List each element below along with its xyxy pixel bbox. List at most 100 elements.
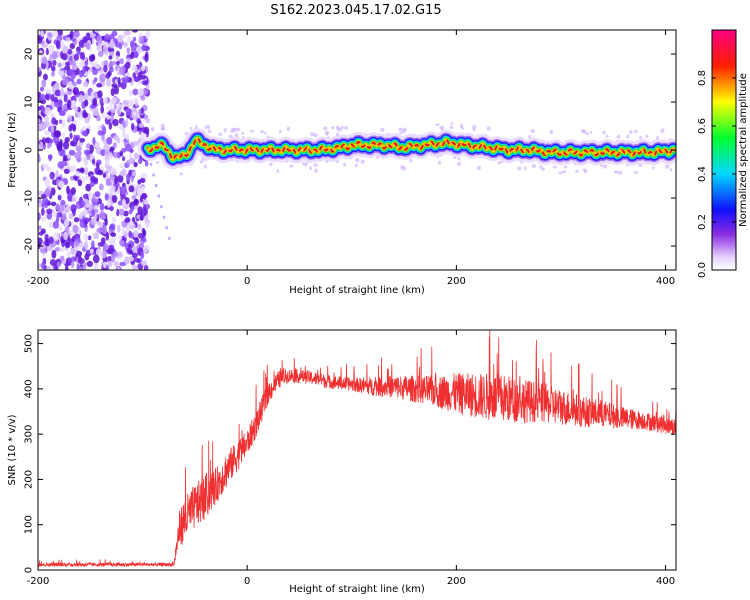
noise-speckle [46,265,52,270]
noise-speckle [121,32,127,39]
noise-speckle [131,264,138,270]
ridge-speckle [342,162,347,167]
noise-speckle [50,201,57,207]
noise-speckle [40,216,47,222]
noise-speckle [44,107,52,116]
noise-speckle [67,114,73,122]
noise-speckle [42,73,48,81]
ridge-speckle [664,164,670,169]
noise-speckle [68,212,74,220]
noise-speckle [71,241,75,248]
noise-speckle [91,209,95,218]
ridge-speckle [656,136,660,140]
noise-speckle [50,71,56,77]
noise-speckle [54,247,61,252]
noise-speckle [92,254,100,264]
noise-speckle [125,61,131,69]
noise-speckle [82,81,89,88]
noise-speckle [140,251,145,259]
noise-speckle [88,55,95,62]
ridge-speckle [583,168,586,173]
noise-speckle [55,216,60,223]
colorbar-gradient [711,29,737,271]
noise-speckle [61,61,65,70]
noise-speckle [40,30,45,37]
noise-speckle [128,89,133,97]
colorbar-tick-label: 0.2 [697,214,708,230]
noise-speckle [115,55,120,61]
ridge-speckle [639,135,643,140]
noise-speckle [109,223,116,230]
noise-speckle [70,247,77,256]
noise-speckle [138,122,145,128]
noise-speckle [140,260,147,266]
ridge-speckle [203,164,207,169]
noise-speckle [100,105,104,114]
noise-speckle [115,60,120,66]
noise-speckle [53,232,60,242]
ridge-speckle [638,163,643,168]
noise-speckle [118,43,123,50]
noise-speckle [94,141,100,148]
noise-speckle [102,243,109,250]
ridge-speckle [618,170,623,175]
noise-speckle [130,40,135,49]
noise-speckle [131,195,137,200]
snr-ytick-label: 0 [24,567,35,573]
noise-speckle [51,51,58,60]
noise-speckle [49,173,54,180]
noise-speckle [38,212,41,221]
ridge-speckle [459,123,464,129]
noise-speckle [39,86,45,92]
noise-speckle [39,141,44,150]
snr-panel: -200 0 200 400 0 100 200 300 400 500 Height of st… [7,329,677,595]
noise-speckle [97,90,103,99]
noise-speckle [60,40,65,50]
noise-speckle [100,237,106,244]
noise-speckle [103,64,108,73]
noise-speckle [64,136,70,143]
noise-speckle [117,107,122,116]
noise-speckle [108,244,115,252]
noise-speckle [126,47,131,55]
noise-speckle [51,210,57,218]
noise-speckle [73,106,79,111]
noise-speckle [71,197,76,203]
noise-speckle [40,93,46,101]
ridge-speckle [476,165,481,171]
ridge-speckle [301,161,305,165]
noise-speckle [125,76,130,82]
noise-speckle [109,66,114,73]
noise-speckle [131,65,138,72]
ridge-speckle [563,165,568,169]
noise-speckle [109,33,115,40]
spectrogram-panel: -200 0 200 400 -20 -10 0 10 20 Height of straigh… [7,29,677,296]
ridge-speckle [335,132,340,137]
noise-speckle [136,258,141,264]
noise-speckle [121,168,127,177]
noise-speckle [128,220,134,227]
ridge-speckle [541,167,545,171]
noise-speckle [57,180,65,188]
noise-speckle [69,43,76,50]
noise-speckle [128,101,134,107]
noise-speckle [111,216,117,224]
noise-speckle [63,161,68,167]
noise-speckle [99,73,106,83]
colorbar-tick-label: 0.6 [697,118,708,134]
ridge-speckle [331,126,335,130]
noise-speckle [56,261,62,268]
noise-speckle [118,208,125,216]
noise-speckle [131,30,139,33]
noise-speckle [104,193,109,201]
noise-speckle [137,188,143,196]
noise-speckle [59,247,66,252]
ridge-speckle [199,160,203,164]
noise-speckle [58,119,63,125]
noise-speckle [84,166,89,176]
ridge-speckle [380,127,385,132]
noise-speckle [38,66,42,73]
snr-ytick-label: 200 [24,470,35,489]
noise-speckle [96,227,103,234]
ridge-speckle [472,124,477,130]
